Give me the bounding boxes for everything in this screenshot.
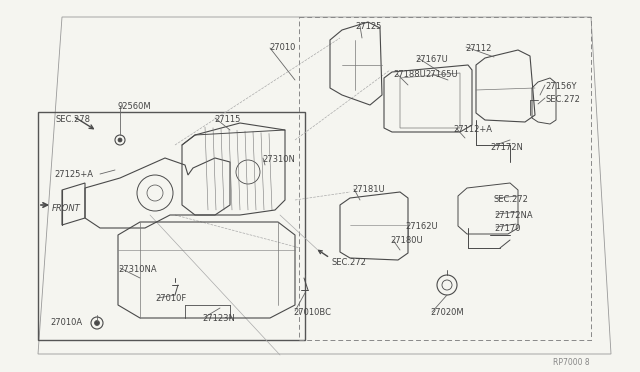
Text: 27170: 27170 [494, 224, 520, 233]
Text: 27125+A: 27125+A [54, 170, 93, 179]
Text: 27125: 27125 [355, 22, 381, 31]
Text: 92560M: 92560M [117, 102, 150, 111]
Text: 27162U: 27162U [405, 222, 438, 231]
Text: 27010BC: 27010BC [293, 308, 331, 317]
Text: 27172NA: 27172NA [494, 211, 532, 220]
Text: 27020M: 27020M [430, 308, 463, 317]
Text: 27010: 27010 [269, 43, 296, 52]
Text: 27310N: 27310N [262, 155, 295, 164]
Text: SEC.272: SEC.272 [545, 95, 580, 104]
Text: 27156Y: 27156Y [545, 82, 577, 91]
Text: 27115: 27115 [214, 115, 241, 124]
Circle shape [95, 321, 99, 326]
Circle shape [118, 138, 122, 142]
Text: 27180U: 27180U [390, 236, 422, 245]
Text: SEC.272: SEC.272 [494, 195, 529, 204]
Text: FRONT: FRONT [52, 204, 81, 213]
Text: 27181U: 27181U [352, 185, 385, 194]
Text: 27112: 27112 [465, 44, 492, 53]
Text: RP7000 8: RP7000 8 [554, 358, 590, 367]
Text: 27112+A: 27112+A [453, 125, 492, 134]
Text: 27310NA: 27310NA [118, 265, 157, 274]
Text: 27010F: 27010F [155, 294, 186, 303]
Text: 27172N: 27172N [490, 143, 523, 152]
Text: 27010A: 27010A [50, 318, 82, 327]
Text: 27123N: 27123N [202, 314, 235, 323]
Text: SEC.272: SEC.272 [331, 258, 366, 267]
Text: SEC.278: SEC.278 [55, 115, 90, 124]
Text: 27167U: 27167U [415, 55, 448, 64]
Text: 27188U: 27188U [393, 70, 426, 79]
Text: 27165U: 27165U [425, 70, 458, 79]
